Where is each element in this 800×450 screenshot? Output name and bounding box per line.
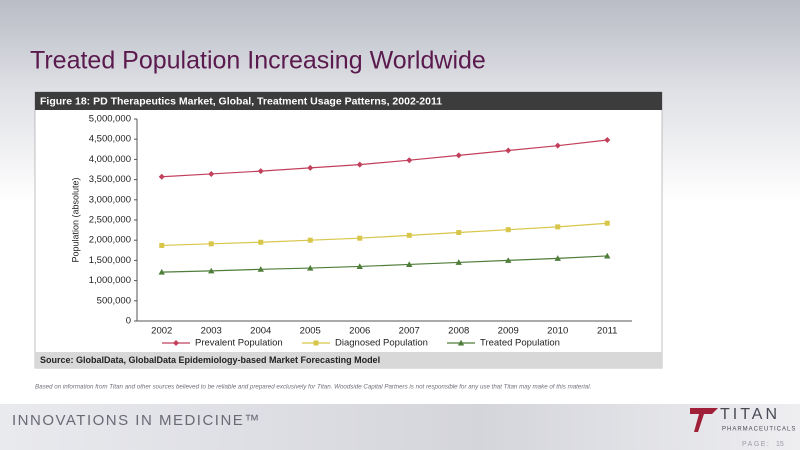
marker bbox=[208, 170, 215, 177]
marker bbox=[257, 266, 264, 272]
slide-title: Treated Population Increasing Worldwide bbox=[30, 47, 486, 75]
legend-label: Prevalent Population bbox=[195, 338, 283, 349]
y-tick-label: 1,000,000 bbox=[89, 275, 131, 286]
legend-label: Treated Population bbox=[480, 338, 560, 349]
logo-mark bbox=[690, 408, 718, 432]
marker bbox=[455, 152, 462, 159]
page-number: 15 bbox=[776, 441, 784, 448]
x-tick-label: 2010 bbox=[547, 326, 568, 337]
y-tick-label: 4,500,000 bbox=[89, 134, 131, 145]
x-tick-label: 2011 bbox=[597, 326, 617, 337]
x-tick-label: 2006 bbox=[349, 326, 370, 337]
marker bbox=[357, 235, 363, 241]
marker bbox=[159, 242, 165, 248]
x-tick-label: 2002 bbox=[151, 326, 172, 337]
logo: TITAN bbox=[720, 406, 780, 423]
page-label: PAGE: bbox=[742, 441, 770, 448]
marker bbox=[505, 257, 512, 263]
marker bbox=[158, 173, 165, 180]
marker bbox=[173, 340, 179, 346]
source: Source: GlobalData, GlobalData Epidemiol… bbox=[40, 355, 380, 365]
marker bbox=[208, 267, 215, 274]
disclaimer: Based on information from Titan and othe… bbox=[35, 384, 591, 391]
x-tick-label: 2009 bbox=[498, 326, 519, 337]
marker bbox=[555, 224, 561, 230]
figure-title: Figure 18: PD Therapeutics Market, Globa… bbox=[40, 95, 442, 107]
tagline: INNOVATIONS IN MEDICINE™ bbox=[12, 412, 261, 429]
marker bbox=[307, 164, 314, 171]
y-tick-label: 2,000,000 bbox=[89, 235, 131, 246]
marker bbox=[208, 241, 214, 247]
marker bbox=[554, 255, 561, 261]
marker bbox=[313, 340, 319, 346]
footer-band bbox=[0, 404, 800, 450]
figure-panel bbox=[34, 91, 663, 369]
y-tick-label: 3,500,000 bbox=[89, 174, 131, 185]
x-tick-label: 2007 bbox=[399, 326, 420, 337]
marker bbox=[406, 157, 413, 164]
x-tick-label: 2005 bbox=[300, 326, 321, 337]
marker bbox=[257, 168, 264, 175]
marker bbox=[356, 263, 363, 269]
marker bbox=[307, 264, 314, 271]
x-tick-label: 2004 bbox=[250, 326, 271, 337]
source-bar bbox=[35, 352, 662, 368]
marker bbox=[604, 252, 611, 259]
marker bbox=[604, 220, 610, 226]
marker bbox=[356, 161, 363, 168]
marker bbox=[505, 147, 512, 154]
y-tick-label: 3,000,000 bbox=[89, 194, 131, 205]
marker bbox=[158, 268, 165, 275]
marker bbox=[455, 259, 462, 265]
legend-label: Diagnosed Population bbox=[335, 338, 428, 349]
y-tick-label: 4,000,000 bbox=[89, 154, 131, 165]
y-tick-label: 2,500,000 bbox=[89, 215, 131, 226]
y-axis-label: Population (absolute) bbox=[70, 177, 80, 262]
series-line bbox=[161, 255, 608, 273]
x-tick-label: 2008 bbox=[448, 326, 469, 337]
marker bbox=[604, 137, 611, 144]
y-tick-label: 5,000,000 bbox=[89, 114, 131, 125]
figure-header bbox=[35, 92, 662, 110]
y-tick-label: 0 bbox=[126, 316, 131, 327]
series-line bbox=[161, 222, 608, 247]
marker bbox=[406, 261, 413, 267]
marker bbox=[258, 239, 264, 245]
logo-sub: PHARMACEUTICALS bbox=[722, 427, 796, 433]
marker bbox=[456, 230, 462, 236]
marker bbox=[554, 142, 561, 149]
series-line bbox=[161, 139, 608, 178]
marker bbox=[307, 237, 313, 243]
marker bbox=[406, 232, 412, 238]
marker bbox=[457, 339, 465, 346]
marker bbox=[505, 227, 511, 233]
y-tick-label: 1,500,000 bbox=[89, 255, 131, 266]
y-tick-label: 500,000 bbox=[97, 295, 131, 306]
x-tick-label: 2003 bbox=[201, 326, 222, 337]
